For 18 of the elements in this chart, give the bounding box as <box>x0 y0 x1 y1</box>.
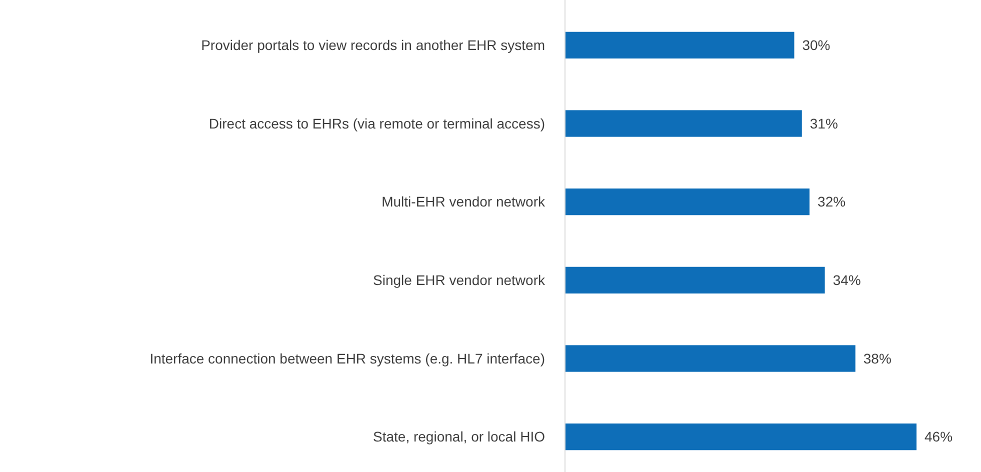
bar <box>565 266 825 294</box>
data-label: 38% <box>863 350 892 366</box>
data-label: 30% <box>802 37 830 54</box>
y-tick-label: Provider portals to view records in another EHR system <box>201 37 545 54</box>
y-tick-label: Direct access to EHRs (via remote or terminal access) <box>208 115 545 132</box>
bar <box>565 345 856 372</box>
y-tick-label: Single EHR vendor network <box>373 272 546 288</box>
bar <box>565 424 917 450</box>
bar <box>565 188 810 216</box>
y-tick-label: Multi-EHR vendor network <box>382 194 546 210</box>
data-label: 32% <box>818 194 846 210</box>
data-label: 31% <box>810 115 838 132</box>
bar <box>565 32 794 58</box>
data-label: 34% <box>832 272 861 288</box>
data-label: 46% <box>924 428 953 445</box>
bar <box>565 110 802 137</box>
y-tick-label: Interface connection between EHR systems (e.g. HL7 interface) <box>150 350 545 366</box>
y-tick-label: State, regional, or local HIO <box>373 428 546 445</box>
